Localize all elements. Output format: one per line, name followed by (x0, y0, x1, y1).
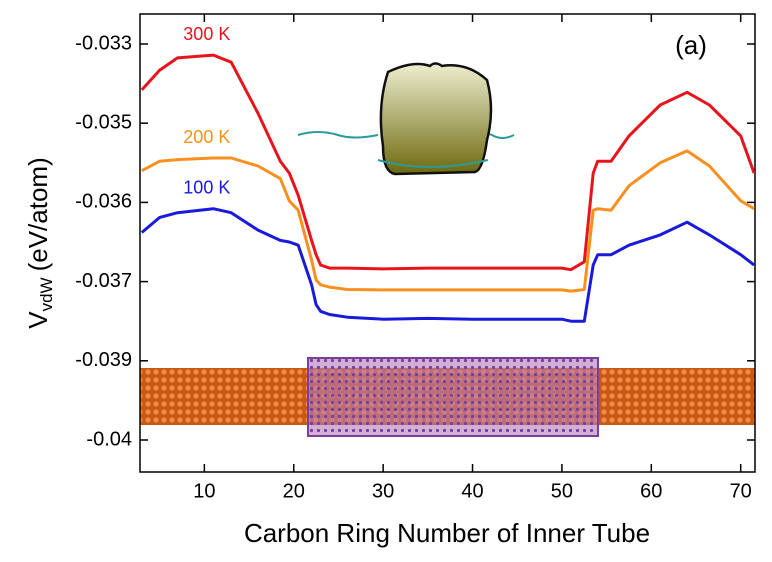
x-tick-label: 60 (640, 480, 662, 502)
x-tick-label: 10 (193, 480, 215, 502)
nanotube-inset (140, 358, 755, 436)
x-tick-label: 70 (730, 480, 752, 502)
y-tick-label: -0.036 (75, 191, 132, 213)
series-label: 100 K (183, 177, 230, 197)
y-axis-title-sub: vdW (37, 277, 56, 311)
y-tick-label: -0.033 (75, 32, 132, 54)
x-tick-label: 20 (283, 480, 305, 502)
series-line (142, 209, 754, 322)
annotation: (a) (675, 30, 707, 60)
y-tick-label: -0.04 (86, 428, 132, 450)
page: {"chart_data": {"type": "line", "xlabel"… (0, 0, 772, 562)
y-tick-label: -0.039 (75, 349, 132, 371)
y-axis-title-main: V (23, 311, 53, 329)
x-tick-label: 40 (461, 480, 483, 502)
y-tick-label: -0.037 (75, 270, 132, 292)
series-label: 300 K (183, 24, 230, 44)
y-axis-title: VvdW (eV/atom) (23, 157, 57, 329)
chart: (a) Carbon Ring Number of Inner Tube Vvd… (0, 0, 772, 557)
x-tick-label: 50 (551, 480, 573, 502)
x-axis-title: Carbon Ring Number of Inner Tube (244, 518, 650, 548)
series-label: 200 K (183, 127, 230, 147)
y-axis-title-unit: (eV/atom) (23, 157, 53, 271)
y-tick-label: -0.035 (75, 111, 132, 133)
blob-inset (298, 64, 514, 175)
x-tick-label: 30 (372, 480, 394, 502)
